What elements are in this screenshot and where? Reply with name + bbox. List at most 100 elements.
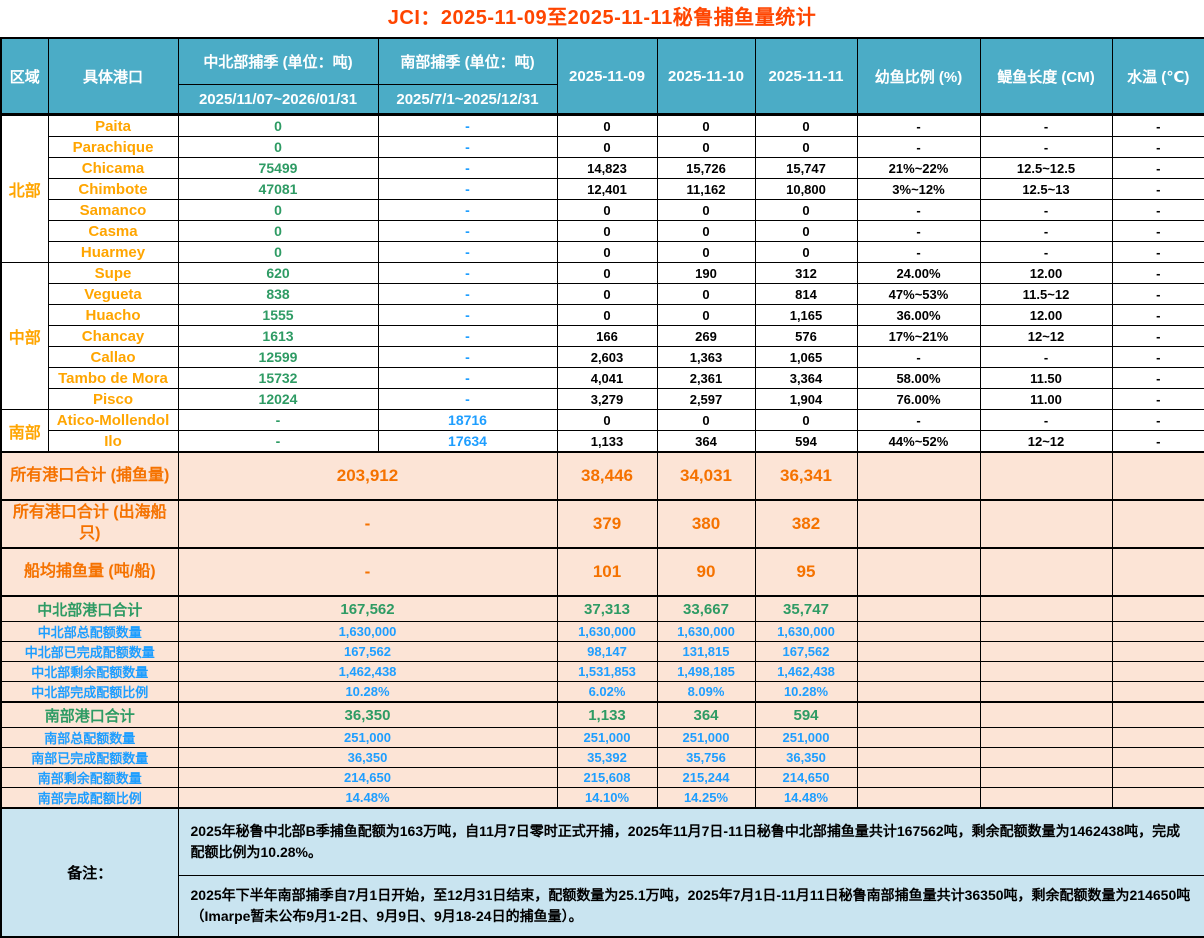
quota-label-cell: 中北部港口合计 xyxy=(0,595,179,622)
catch-value-cell: 0 xyxy=(656,136,756,158)
port-name-cell: Pisco xyxy=(47,388,179,410)
catch-value-cell: 10,800 xyxy=(754,178,858,200)
table-row: Ilo -17634 1,133 364 594 44%~52% 12~12- xyxy=(1,430,1204,453)
summary-value-cell: 382 xyxy=(754,499,858,549)
empty-cell xyxy=(1111,547,1204,597)
quota-label-cell: 中北部已完成配额数量 xyxy=(0,641,179,662)
empty-cell xyxy=(979,747,1113,768)
empty-cell xyxy=(856,681,981,703)
quota-label-cell: 南部港口合计 xyxy=(0,701,179,728)
water-temp-cell: - xyxy=(1111,430,1204,453)
quota-value-cell: 131,815 xyxy=(656,641,756,662)
table-row: 中北部剩余配额数量 1,462,438 1,531,853 1,498,185 1,46… xyxy=(0,661,1204,682)
north-central-season-cell: 12599 xyxy=(177,346,379,368)
catch-value-cell: 4,041 xyxy=(556,367,658,389)
empty-cell xyxy=(856,595,981,622)
summary-value-cell: 101 xyxy=(556,547,658,597)
water-temp-cell: - xyxy=(1111,241,1204,263)
anchovy-length-cell: - xyxy=(979,409,1113,431)
quota-value-cell: 1,630,000 xyxy=(754,621,858,642)
anchovy-length-cell: 11.00 xyxy=(979,388,1113,410)
empty-cell xyxy=(1111,661,1204,682)
south-season-cell: - xyxy=(377,157,558,179)
header-anchovy-length: 鳀鱼长度 (CM) xyxy=(979,37,1113,116)
summary-label-cell: 船均捕鱼量 (吨/船) xyxy=(0,547,179,597)
summary-value-cell: 95 xyxy=(754,547,858,597)
quota-label-cell: 中北部总配额数量 xyxy=(0,621,179,642)
north-central-season-cell: 0 xyxy=(177,136,379,158)
catch-value-cell: 814 xyxy=(754,283,858,305)
quota-label-cell: 中北部完成配额比例 xyxy=(0,681,179,703)
juvenile-ratio-cell: 3%~12% xyxy=(856,178,981,200)
empty-cell xyxy=(979,787,1113,809)
summary-season-total-cell: - xyxy=(177,547,558,597)
empty-cell xyxy=(1111,681,1204,703)
catch-value-cell: 0 xyxy=(754,136,858,158)
table-row: Parachique 0-0 0 0- - - xyxy=(1,136,1204,158)
juvenile-ratio-cell: 76.00% xyxy=(856,388,981,410)
anchovy-length-cell: 12~12 xyxy=(979,430,1113,453)
notes-section: 备注： 2025年秘鲁中北部B季捕鱼配额为163万吨，自11月7日零时正式开捕，… xyxy=(0,807,1204,938)
empty-cell xyxy=(1111,701,1204,728)
north-central-season-cell: - xyxy=(177,409,379,431)
note-paragraph: 2025年下半年南部捕季自7月1日开始，至12月31日结束，配额数量为25.1万… xyxy=(177,875,1204,938)
table-row: 中部 Supe 620-0 190 312 24.00% 12.00- xyxy=(0,262,1204,410)
catch-value-cell: 15,726 xyxy=(656,157,756,179)
quota-value-cell: 14.48% xyxy=(754,787,858,809)
port-name-cell: Huarmey xyxy=(47,241,179,263)
catch-value-cell: 166 xyxy=(556,325,658,347)
catch-value-cell: 3,364 xyxy=(754,367,858,389)
catch-value-cell: 0 xyxy=(556,304,658,326)
table-row: 所有港口合计 (捕鱼量) 203,912 38,446 34,031 36,341 xyxy=(0,451,1204,501)
water-temp-cell: - xyxy=(1111,283,1204,305)
south-season-cell: - xyxy=(377,325,558,347)
table-row: 中北部完成配额比例 10.28% 6.02% 8.09% 10.28% xyxy=(0,681,1204,703)
south-season-cell: 18716 xyxy=(377,409,558,431)
quota-season-total-cell: 36,350 xyxy=(177,701,558,728)
north-central-season-cell: 0 xyxy=(177,114,379,137)
header-row-1: 区域 具体港口 中北部捕季 (单位：吨) 南部捕季 (单位：吨) 2025-11… xyxy=(0,37,1204,116)
summary-value-cell: 90 xyxy=(656,547,756,597)
south-season-cell: - xyxy=(377,199,558,221)
catch-value-cell: 0 xyxy=(656,283,756,305)
summary-rows: 所有港口合计 (捕鱼量) 203,912 38,446 34,031 36,341 所有港… xyxy=(0,451,1204,597)
juvenile-ratio-cell: - xyxy=(856,114,981,137)
note-paragraph: 2025年秘鲁中北部B季捕鱼配额为163万吨，自11月7日零时正式开捕，2025… xyxy=(177,807,1204,876)
catch-value-cell: 0 xyxy=(754,199,858,221)
empty-cell xyxy=(979,451,1113,501)
water-temp-cell: - xyxy=(1111,367,1204,389)
empty-cell xyxy=(856,641,981,662)
anchovy-length-cell: 12.00 xyxy=(979,304,1113,326)
juvenile-ratio-cell: 44%~52% xyxy=(856,430,981,453)
south-season-cell: - xyxy=(377,283,558,305)
table-row: 南部港口合计 36,350 1,133 364 594 xyxy=(0,701,1204,728)
north-central-season-cell: 15732 xyxy=(177,367,379,389)
quota-season-total-cell: 1,462,438 xyxy=(177,661,558,682)
catch-value-cell: 0 xyxy=(556,409,658,431)
header-north-central-season: 中北部捕季 (单位：吨) xyxy=(177,37,379,85)
table-row: Chancay 1613-166 269 576 17%~21% 12~12- xyxy=(1,325,1204,347)
anchovy-length-cell: - xyxy=(979,220,1113,242)
catch-value-cell: 594 xyxy=(754,430,858,453)
quota-season-total-cell: 36,350 xyxy=(177,747,558,768)
south-season-cell: - xyxy=(377,304,558,326)
south-season-cell: - xyxy=(377,136,558,158)
quota-value-cell: 167,562 xyxy=(754,641,858,662)
quota-value-cell: 364 xyxy=(656,701,756,728)
quota-label-cell: 南部剩余配额数量 xyxy=(0,767,179,788)
water-temp-cell: - xyxy=(1111,325,1204,347)
empty-cell xyxy=(1111,451,1204,501)
port-name-cell: Chimbote xyxy=(47,178,179,200)
catch-value-cell: 2,603 xyxy=(556,346,658,368)
header-date-1: 2025-11-09 xyxy=(556,37,658,116)
catch-value-cell: 1,165 xyxy=(754,304,858,326)
page-title: JCI：2025-11-09至2025-11-11秘鲁捕鱼量统计 xyxy=(387,7,817,29)
water-temp-cell: - xyxy=(1111,178,1204,200)
table-row: Vegueta 838-0 0 814 47%~53% 11.5~12- xyxy=(1,283,1204,305)
north-central-season-cell: 12024 xyxy=(177,388,379,410)
port-name-cell: Tambo de Mora xyxy=(47,367,179,389)
quota-value-cell: 6.02% xyxy=(556,681,658,703)
anchovy-length-cell: 12~12 xyxy=(979,325,1113,347)
north-central-season-cell: 75499 xyxy=(177,157,379,179)
catch-value-cell: 364 xyxy=(656,430,756,453)
